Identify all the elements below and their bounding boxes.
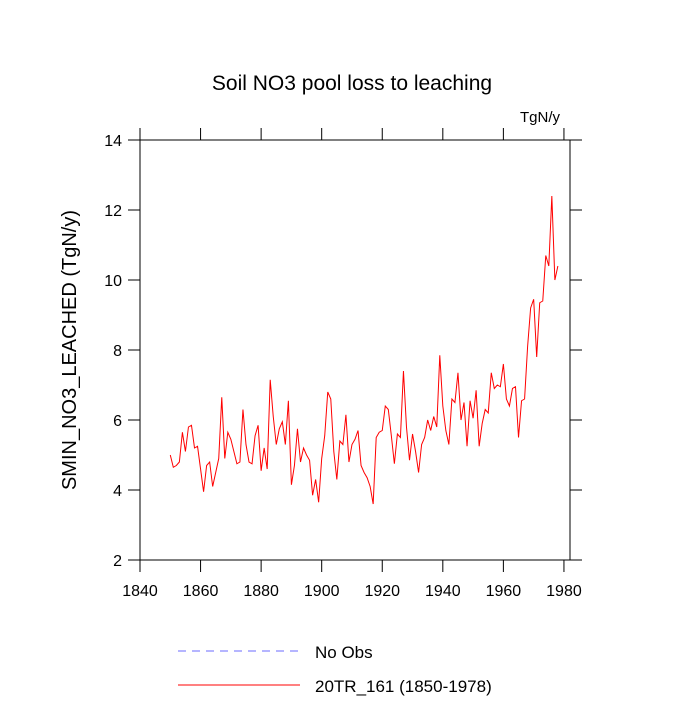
y-tick-label: 2 xyxy=(113,553,122,570)
y-tick-label: 10 xyxy=(104,273,122,290)
x-tick-label: 1940 xyxy=(425,583,461,600)
x-tick-label: 1920 xyxy=(364,583,400,600)
x-tick-label: 1960 xyxy=(486,583,522,600)
x-tick-label: 1860 xyxy=(183,583,219,600)
x-tick-label: 1840 xyxy=(122,583,158,600)
data-line xyxy=(169,195,559,505)
x-tick-label: 1880 xyxy=(243,583,279,600)
legend-label: 20TR_161 (1850-1978) xyxy=(315,677,492,696)
units-label: TgN/y xyxy=(520,109,561,126)
y-tick-label: 6 xyxy=(113,413,122,430)
y-axis-label: SMIN_NO3_LEACHED (TgN/y) xyxy=(59,210,81,490)
y-tick-label: 12 xyxy=(104,203,122,220)
x-tick-label: 1980 xyxy=(546,583,582,600)
y-tick-label: 4 xyxy=(113,483,122,500)
plot-frame xyxy=(139,139,571,561)
legend-label: No Obs xyxy=(315,643,373,662)
chart-title: Soil NO3 pool loss to leaching xyxy=(212,72,492,95)
y-tick-label: 8 xyxy=(113,343,122,360)
x-tick-label: 1900 xyxy=(304,583,340,600)
y-tick-label: 14 xyxy=(104,133,122,150)
